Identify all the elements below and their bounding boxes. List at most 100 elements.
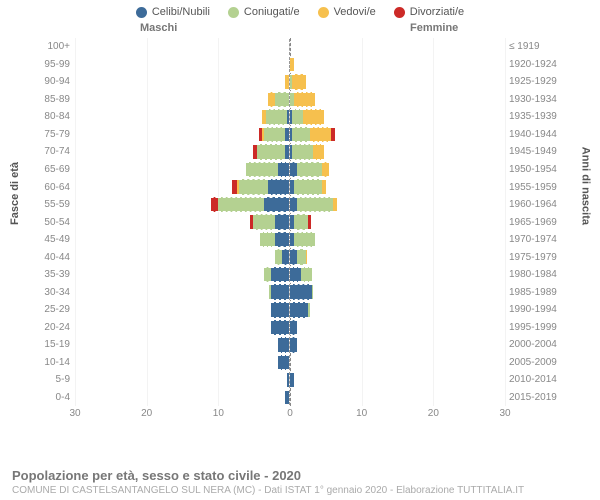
bar-segment-coniugati (218, 197, 264, 213)
bar-female (290, 144, 505, 160)
bar-female (290, 92, 505, 108)
legend-swatch (394, 7, 405, 18)
bar-male (75, 249, 290, 265)
bar-female (290, 57, 505, 73)
bar-segment-celibi (271, 302, 289, 318)
bar-segment-celibi (287, 372, 289, 388)
bar-segment-celibi (290, 267, 301, 283)
age-label: 30-34 (25, 287, 70, 298)
bar-male (75, 320, 290, 336)
legend-label: Coniugati/e (244, 6, 300, 18)
pyramid-row: 45-491970-1974 (75, 231, 505, 249)
age-label: 5-9 (25, 374, 70, 385)
bar-segment-vedovi (285, 74, 289, 90)
birth-year-label: 1945-1949 (509, 146, 577, 157)
pyramid-row: 10-142005-2009 (75, 354, 505, 372)
legend-item-coniugati: Coniugati/e (228, 6, 300, 18)
pyramid-row: 50-541965-1969 (75, 213, 505, 231)
chart-area: Maschi Femmine Fasce di età Anni di nasc… (20, 20, 580, 430)
bar-segment-vedovi (294, 92, 316, 108)
bar-segment-celibi (290, 302, 308, 318)
birth-year-label: 2000-2004 (509, 339, 577, 350)
gender-label-female: Femmine (410, 22, 458, 34)
bar-female (290, 232, 505, 248)
bar-male (75, 162, 290, 178)
age-label: 90-94 (25, 76, 70, 87)
bar-segment-celibi (271, 320, 289, 336)
bar-segment-celibi (287, 109, 289, 125)
bar-male (75, 74, 290, 90)
bar-segment-vedovi (322, 162, 329, 178)
pyramid-row: 100+≤ 1919 (75, 38, 505, 56)
bar-female (290, 390, 505, 406)
bar-male (75, 390, 290, 406)
bar-segment-celibi (285, 144, 289, 160)
age-label: 50-54 (25, 217, 70, 228)
age-label: 70-74 (25, 146, 70, 157)
chart-source: COMUNE DI CASTELSANTANGELO SUL NERA (MC)… (12, 485, 588, 496)
x-tick-label: 10 (213, 408, 224, 419)
bar-segment-coniugati (253, 214, 274, 230)
age-label: 100+ (25, 41, 70, 52)
bar-segment-coniugati (257, 144, 286, 160)
legend-item-vedovi: Vedovi/e (318, 6, 376, 18)
bar-male (75, 232, 290, 248)
y-axis-label-right: Anni di nascita (579, 147, 591, 225)
bar-segment-coniugati (264, 127, 285, 143)
bar-female (290, 127, 505, 143)
bar-segment-coniugati (266, 109, 287, 125)
bar-segment-coniugati (292, 144, 314, 160)
pyramid-row: 5-92010-2014 (75, 371, 505, 389)
birth-year-label: 1955-1959 (509, 182, 577, 193)
bar-segment-celibi (290, 284, 312, 300)
bar-segment-coniugati (275, 92, 289, 108)
age-label: 45-49 (25, 234, 70, 245)
bar-segment-celibi (282, 249, 289, 265)
x-tick-label: 30 (499, 408, 510, 419)
bar-segment-coniugati (294, 214, 308, 230)
bar-female (290, 249, 505, 265)
legend-label: Celibi/Nubili (152, 6, 210, 18)
bar-female (290, 214, 505, 230)
bar-segment-celibi (271, 267, 289, 283)
pyramid-rows: 100+≤ 191995-991920-192490-941925-192985… (75, 38, 505, 406)
age-label: 85-89 (25, 94, 70, 105)
birth-year-label: 1960-1964 (509, 199, 577, 210)
bar-female (290, 197, 505, 213)
bar-female (290, 162, 505, 178)
bar-segment-celibi (290, 162, 297, 178)
birth-year-label: 1920-1924 (509, 59, 577, 70)
pyramid-row: 85-891930-1934 (75, 91, 505, 109)
bar-female (290, 39, 505, 55)
birth-year-label: 1995-1999 (509, 322, 577, 333)
chart-title: Popolazione per età, sesso e stato civil… (12, 468, 588, 483)
pyramid-row: 55-591960-1964 (75, 196, 505, 214)
bar-segment-celibi (275, 214, 289, 230)
age-label: 10-14 (25, 357, 70, 368)
birth-year-label: 1965-1969 (509, 217, 577, 228)
birth-year-label: 2010-2014 (509, 374, 577, 385)
bar-male (75, 284, 290, 300)
birth-year-label: 2005-2009 (509, 357, 577, 368)
bar-segment-divorziati (211, 197, 218, 213)
bar-male (75, 57, 290, 73)
bar-segment-coniugati (301, 267, 312, 283)
bar-segment-celibi (290, 320, 297, 336)
bar-female (290, 355, 505, 371)
birth-year-label: 1940-1944 (509, 129, 577, 140)
bar-male (75, 372, 290, 388)
age-label: 25-29 (25, 304, 70, 315)
bar-segment-coniugati (297, 197, 333, 213)
bar-segment-celibi (285, 127, 289, 143)
bar-segment-vedovi (303, 109, 325, 125)
bar-female (290, 337, 505, 353)
age-label: 60-64 (25, 182, 70, 193)
bar-segment-coniugati (275, 249, 282, 265)
age-label: 35-39 (25, 269, 70, 280)
bar-segment-coniugati (297, 249, 306, 265)
age-label: 20-24 (25, 322, 70, 333)
pyramid-row: 60-641955-1959 (75, 178, 505, 196)
birth-year-label: 1980-1984 (509, 269, 577, 280)
pyramid-row: 65-691950-1954 (75, 161, 505, 179)
x-tick-label: 10 (356, 408, 367, 419)
